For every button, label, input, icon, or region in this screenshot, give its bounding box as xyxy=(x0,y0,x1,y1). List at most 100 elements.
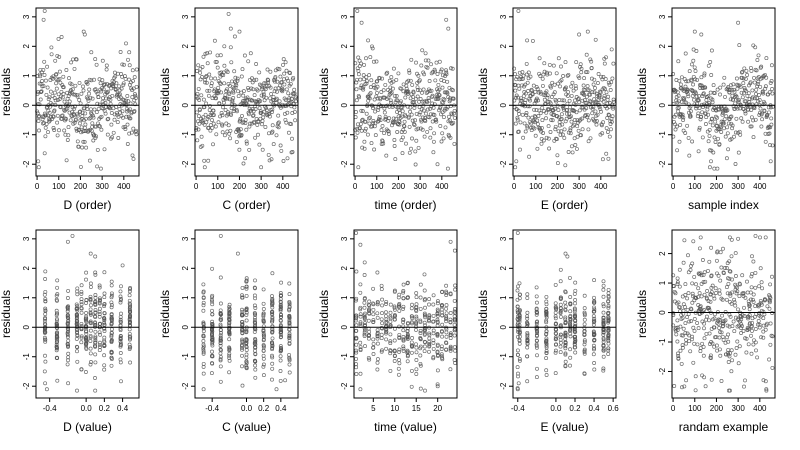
data-point xyxy=(77,127,81,132)
data-point xyxy=(375,270,380,275)
data-point xyxy=(444,317,448,322)
data-point xyxy=(756,319,761,323)
data-point xyxy=(684,341,689,346)
data-point xyxy=(514,95,518,100)
data-point xyxy=(757,311,762,316)
data-point xyxy=(400,109,405,114)
x-axis-label: D (value) xyxy=(63,420,112,434)
data-point xyxy=(589,59,594,64)
data-point xyxy=(406,89,411,94)
data-point xyxy=(692,341,697,346)
points xyxy=(515,230,611,392)
data-point xyxy=(697,246,702,251)
x-axis-label: randam example xyxy=(679,420,769,434)
x-tick-label: 300 xyxy=(95,182,109,191)
data-point xyxy=(444,341,449,346)
data-point xyxy=(204,101,209,106)
data-point xyxy=(288,93,293,98)
data-point xyxy=(44,122,49,126)
x-tick-label: 100 xyxy=(688,182,702,191)
data-point xyxy=(606,156,611,161)
data-point xyxy=(199,93,204,98)
points xyxy=(671,20,775,171)
x-tick-label: 300 xyxy=(731,182,745,191)
data-point xyxy=(87,116,92,121)
data-point xyxy=(681,308,686,313)
data-point xyxy=(223,108,228,112)
data-point xyxy=(102,147,107,152)
data-point xyxy=(83,122,88,127)
data-point xyxy=(358,307,363,312)
data-point xyxy=(218,364,223,369)
data-point xyxy=(587,88,592,93)
y-tick-label: 2 xyxy=(658,251,667,256)
data-point xyxy=(680,345,685,350)
data-point xyxy=(75,330,79,335)
data-point xyxy=(525,354,530,359)
data-point xyxy=(515,387,520,392)
data-point xyxy=(526,89,531,93)
data-point xyxy=(247,77,252,82)
data-point xyxy=(409,146,413,151)
data-point xyxy=(410,136,414,141)
data-point xyxy=(93,310,98,315)
data-point xyxy=(517,86,522,91)
data-point xyxy=(586,127,591,132)
data-point xyxy=(47,119,51,124)
data-point xyxy=(90,124,95,129)
data-point xyxy=(726,276,730,281)
data-point xyxy=(219,312,223,317)
data-point xyxy=(544,356,549,361)
data-point xyxy=(677,78,682,83)
data-point xyxy=(418,295,423,300)
data-point xyxy=(740,313,745,318)
data-point xyxy=(102,363,107,368)
data-point xyxy=(569,93,574,98)
data-point xyxy=(89,50,94,55)
data-point xyxy=(569,84,574,89)
data-point xyxy=(260,147,265,152)
data-point xyxy=(372,147,377,152)
data-point xyxy=(237,147,242,152)
data-point xyxy=(355,130,360,135)
data-point xyxy=(281,77,286,82)
data-point xyxy=(70,233,75,238)
data-point xyxy=(601,310,606,315)
data-point xyxy=(69,60,74,65)
data-point xyxy=(582,339,587,344)
data-point xyxy=(43,297,48,302)
data-point xyxy=(113,74,118,79)
data-point xyxy=(763,327,768,332)
data-point xyxy=(577,108,582,113)
data-point xyxy=(125,122,130,127)
data-point xyxy=(101,87,106,92)
data-point xyxy=(220,123,225,128)
data-point xyxy=(729,136,734,141)
data-point xyxy=(83,336,88,341)
x-tick-label: 0.2 xyxy=(569,404,581,413)
data-point xyxy=(384,321,389,326)
x-tick-label: 0.2 xyxy=(99,404,111,413)
data-point xyxy=(687,339,692,344)
data-point xyxy=(437,93,442,98)
data-point xyxy=(252,120,257,125)
data-point xyxy=(271,94,276,99)
data-point xyxy=(524,72,529,77)
data-point xyxy=(40,79,45,83)
data-point xyxy=(445,79,450,84)
data-point xyxy=(66,351,71,356)
data-point xyxy=(604,55,608,60)
data-point xyxy=(260,122,264,127)
data-point xyxy=(381,88,386,93)
data-point xyxy=(278,323,283,328)
data-point xyxy=(98,340,102,345)
data-point xyxy=(197,121,202,126)
data-point xyxy=(95,147,100,152)
data-point xyxy=(287,314,292,319)
data-point xyxy=(118,319,123,324)
data-point xyxy=(223,92,228,97)
data-point xyxy=(274,96,279,101)
data-point xyxy=(558,305,563,310)
data-point xyxy=(736,307,740,312)
data-point xyxy=(745,327,750,332)
